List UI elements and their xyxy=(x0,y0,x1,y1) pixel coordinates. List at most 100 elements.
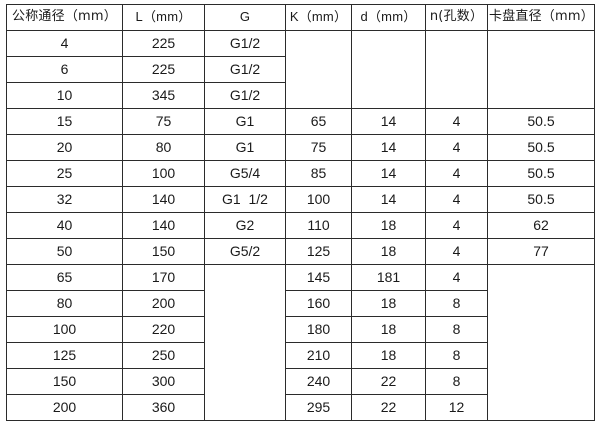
cell-G: G1 1/2 xyxy=(204,186,286,213)
empty-cell-chuck-diameter xyxy=(487,264,595,421)
column-header-n[interactable]: n(孔数） xyxy=(425,4,488,31)
table-row: 15 75 G1 65 14 4 50.5 xyxy=(6,108,595,135)
cell-nominal-diameter: 50 xyxy=(6,238,123,265)
cell-nominal-diameter: 40 xyxy=(6,212,123,239)
cell-nominal-diameter: 200 xyxy=(6,394,123,421)
cell-n: 4 xyxy=(425,238,488,265)
cell-d: 14 xyxy=(351,160,426,187)
cell-K: 180 xyxy=(285,316,352,343)
table-row: 10 345 G1/2 xyxy=(6,82,595,109)
cell-nominal-diameter: 32 xyxy=(6,186,123,213)
cell-L: 345 xyxy=(122,82,205,109)
cell-K: 125 xyxy=(285,238,352,265)
cell-nominal-diameter: 20 xyxy=(6,134,123,161)
table-row: 32 140 G1 1/2 100 14 4 50.5 xyxy=(6,186,595,213)
cell-nominal-diameter: 6 xyxy=(6,56,123,83)
cell-chuck-diameter: 50.5 xyxy=(487,108,595,135)
table-row: 65 170 145 181 4 xyxy=(6,264,595,421)
cell-nominal-diameter: 10 xyxy=(6,82,123,109)
cell-chuck-diameter: 77 xyxy=(487,238,595,265)
cell-d: 14 xyxy=(351,186,426,213)
cell-d: 18 xyxy=(351,290,426,317)
cell-L: 140 xyxy=(122,186,205,213)
empty-cell-n xyxy=(425,30,488,109)
column-header-L[interactable]: L（mm） xyxy=(122,4,205,31)
cell-G: G2 xyxy=(204,212,286,239)
cell-nominal-diameter: 80 xyxy=(6,290,123,317)
column-header-chuck-diameter[interactable]: 卡盘直径（mm） xyxy=(487,4,595,31)
cell-L: 250 xyxy=(122,342,205,369)
cell-K: 295 xyxy=(285,394,352,421)
cell-chuck-diameter: 62 xyxy=(487,212,595,239)
cell-L: 170 xyxy=(122,264,205,291)
empty-cell-chuck-diameter xyxy=(487,30,595,109)
cell-L: 220 xyxy=(122,316,205,343)
cell-L: 360 xyxy=(122,394,205,421)
cell-n: 8 xyxy=(425,368,488,395)
cell-L: 225 xyxy=(122,56,205,83)
column-header-d[interactable]: d（mm） xyxy=(351,4,426,31)
cell-nominal-diameter: 125 xyxy=(6,342,123,369)
cell-chuck-diameter: 50.5 xyxy=(487,160,595,187)
cell-K: 145 xyxy=(285,264,352,291)
cell-n: 8 xyxy=(425,316,488,343)
cell-n: 8 xyxy=(425,342,488,369)
cell-n: 4 xyxy=(425,108,488,135)
empty-cell-d xyxy=(351,30,426,109)
cell-nominal-diameter: 4 xyxy=(6,30,123,57)
table-row: 100 220 180 18 8 xyxy=(6,316,595,343)
table-header: 公称通径（mm） L（mm） G K（mm） d（mm） n(孔数） 卡盘直径（mm） xyxy=(6,4,595,31)
cell-K: 110 xyxy=(285,212,352,239)
cell-n: 4 xyxy=(425,186,488,213)
cell-G: G1/2 xyxy=(204,82,286,109)
table-row: 4 225 G1/2 xyxy=(6,30,595,109)
table-row: 50 150 G5/2 125 18 4 77 xyxy=(6,238,595,265)
column-header-G[interactable]: G xyxy=(204,4,286,31)
cell-K: 210 xyxy=(285,342,352,369)
cell-d: 18 xyxy=(351,342,426,369)
cell-nominal-diameter: 150 xyxy=(6,368,123,395)
cell-K: 65 xyxy=(285,108,352,135)
cell-n: 12 xyxy=(425,394,488,421)
cell-d: 14 xyxy=(351,134,426,161)
cell-d: 18 xyxy=(351,212,426,239)
cell-nominal-diameter: 15 xyxy=(6,108,123,135)
cell-L: 100 xyxy=(122,160,205,187)
cell-L: 150 xyxy=(122,238,205,265)
table-row: 40 140 G2 110 18 4 62 xyxy=(6,212,595,239)
cell-d: 18 xyxy=(351,316,426,343)
cell-d: 22 xyxy=(351,394,426,421)
cell-K: 85 xyxy=(285,160,352,187)
cell-n: 4 xyxy=(425,160,488,187)
cell-n: 4 xyxy=(425,134,488,161)
cell-G: G5/4 xyxy=(204,160,286,187)
cell-L: 80 xyxy=(122,134,205,161)
header-row: 公称通径（mm） L（mm） G K（mm） d（mm） n(孔数） 卡盘直径（mm） xyxy=(6,4,595,31)
cell-nominal-diameter: 25 xyxy=(6,160,123,187)
cell-K: 100 xyxy=(285,186,352,213)
cell-d: 18 xyxy=(351,238,426,265)
cell-n: 4 xyxy=(425,264,488,291)
cell-G: G1/2 xyxy=(204,30,286,57)
cell-K: 160 xyxy=(285,290,352,317)
table-row: 6 225 G1/2 xyxy=(6,56,595,83)
cell-K: 75 xyxy=(285,134,352,161)
cell-n: 8 xyxy=(425,290,488,317)
cell-n: 4 xyxy=(425,212,488,239)
column-header-nominal-diameter[interactable]: 公称通径（mm） xyxy=(6,4,123,31)
cell-G: G1 xyxy=(204,134,286,161)
cell-L: 300 xyxy=(122,368,205,395)
cell-G: G1/2 xyxy=(204,56,286,83)
table-row: 25 100 G5/4 85 14 4 50.5 xyxy=(6,160,595,187)
cell-chuck-diameter: 50.5 xyxy=(487,186,595,213)
cell-G: G1 xyxy=(204,108,286,135)
cell-K: 240 xyxy=(285,368,352,395)
cell-chuck-diameter: 50.5 xyxy=(487,134,595,161)
cell-L: 75 xyxy=(122,108,205,135)
cell-nominal-diameter: 100 xyxy=(6,316,123,343)
cell-L: 140 xyxy=(122,212,205,239)
cell-d: 181 xyxy=(351,264,426,291)
column-header-K[interactable]: K（mm） xyxy=(285,4,352,31)
table-row: 20 80 G1 75 14 4 50.5 xyxy=(6,134,595,161)
